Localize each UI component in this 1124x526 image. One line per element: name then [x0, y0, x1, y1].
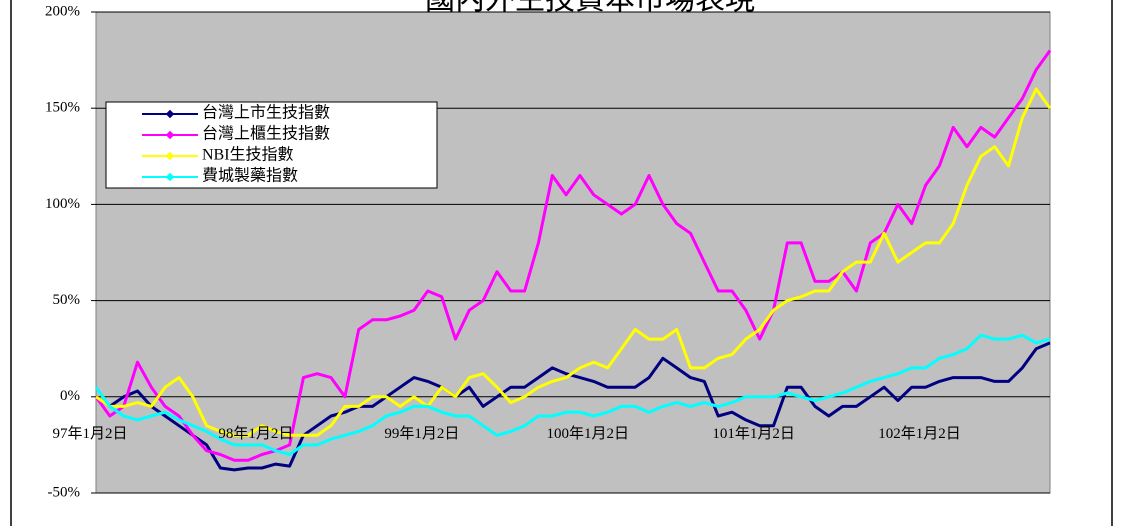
x-tick-label: 99年1月2日	[384, 425, 459, 442]
legend-label: 台灣上市生技指數	[202, 104, 330, 122]
y-tick-label: 100%	[45, 196, 80, 212]
x-tick-label: 97年1月2日	[52, 425, 127, 442]
x-tick-label: 98年1月2日	[218, 425, 293, 442]
y-tick-label: 0%	[60, 388, 80, 404]
legend-marker	[165, 109, 175, 119]
y-tick-label: 150%	[45, 100, 80, 116]
legend-box	[105, 101, 438, 189]
x-tick-label: 100年1月2日	[546, 425, 629, 442]
legend-marker	[165, 130, 175, 140]
legend-marker	[165, 172, 175, 182]
series-line	[94, 333, 1051, 456]
legend-label: 費城製藥指數	[202, 167, 298, 185]
x-tick-label: 101年1月2日	[712, 425, 795, 442]
x-tick-label: 102年1月2日	[878, 425, 961, 442]
legend-label: NBI生技指數	[202, 146, 294, 164]
plot-area	[95, 11, 1051, 494]
series-line	[94, 49, 1052, 462]
legend-marker	[165, 151, 175, 161]
series-line	[95, 87, 1052, 437]
y-tick-label: 200%	[45, 3, 80, 19]
y-tick-label: 50%	[53, 292, 81, 308]
legend-label: 台灣上櫃生技指數	[202, 125, 330, 143]
series-line	[95, 341, 1051, 472]
y-tick-label: -50%	[48, 484, 81, 500]
